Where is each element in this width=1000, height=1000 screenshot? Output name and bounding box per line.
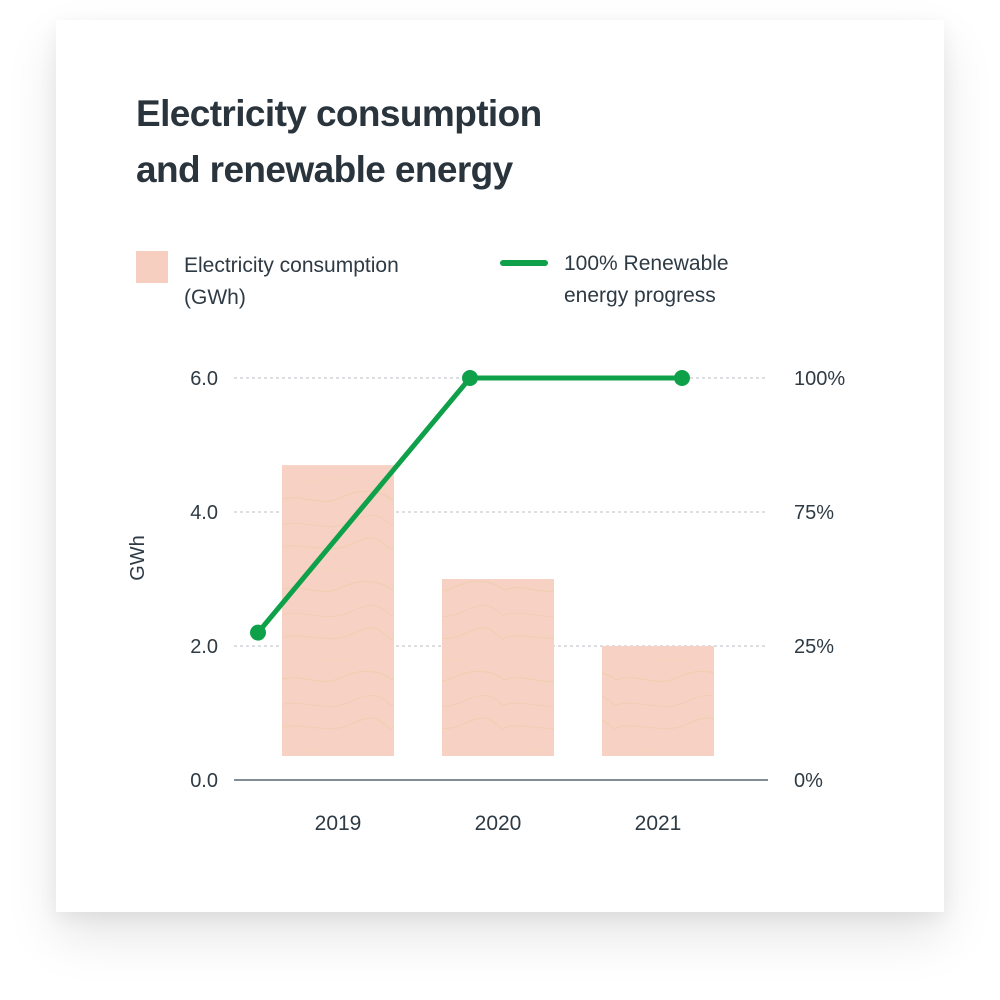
bar-consumption [282, 465, 394, 756]
bar-consumption [442, 579, 554, 756]
chart-card: Electricity consumption and renewable en… [56, 20, 944, 912]
legend-swatch-bar [136, 251, 168, 283]
y2-tick-label: 100% [794, 368, 845, 390]
y-axis-label: GWh [127, 535, 149, 581]
chart-title-line-1: Electricity consumption [136, 93, 542, 134]
chart-title: Electricity consumption and renewable en… [136, 86, 696, 198]
x-tick-label: 2019 [315, 812, 362, 835]
chart-title-line-2: and renewable energy [136, 149, 513, 190]
y2-tick-label: 75% [794, 502, 834, 524]
bar-consumption [602, 646, 714, 756]
renewable-point [462, 370, 478, 386]
y2-tick-label: 0% [794, 770, 823, 792]
legend-label-consumption-line-1: Electricity consumption [184, 254, 399, 277]
legend-label-renewable: 100% Renewable energy progress [564, 248, 824, 312]
y-tick-label: 4.0 [190, 502, 218, 524]
y-tick-label: 6.0 [190, 368, 218, 390]
legend-label-renewable-line-2: energy progress [564, 284, 716, 307]
x-tick-label: 2020 [475, 812, 522, 835]
legend-label-consumption: Electricity consumption (GWh) [184, 250, 474, 314]
y-tick-label: 0.0 [190, 770, 218, 792]
chart-plot: 0.0 2.0 4.0 6.0 0% 25% 75% 100% GWh 2019 2020 2021 [127, 368, 845, 835]
legend-label-consumption-line-2: (GWh) [184, 286, 246, 309]
legend-label-renewable-line-1: 100% Renewable [564, 252, 729, 275]
y-tick-label: 2.0 [190, 636, 218, 658]
renewable-point [674, 370, 690, 386]
x-tick-label: 2021 [635, 812, 682, 835]
y2-tick-label: 25% [794, 636, 834, 658]
renewable-point [250, 624, 266, 641]
legend-swatch-line [500, 260, 548, 266]
